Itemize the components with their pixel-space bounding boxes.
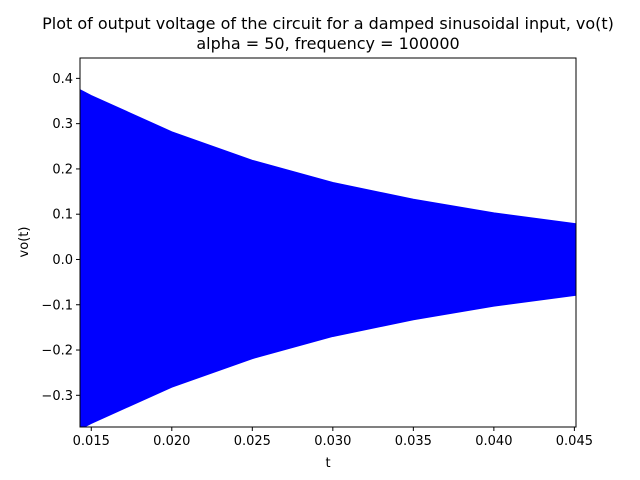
y-tick-label: −0.3: [41, 389, 73, 404]
plot-frame: [79, 57, 577, 428]
chart-title-line1: Plot of output voltage of the circuit fo…: [42, 14, 614, 33]
x-tick-label: 0.040: [475, 434, 512, 449]
x-tick-label: 0.020: [153, 434, 190, 449]
y-tick-label: 0.0: [52, 253, 73, 268]
y-tick-label: −0.2: [41, 344, 73, 359]
x-tick-label: 0.015: [73, 434, 110, 449]
x-tick-label: 0.045: [556, 434, 593, 449]
y-tick-label: 0.2: [52, 162, 73, 177]
x-tick-label: 0.030: [314, 434, 351, 449]
y-axis-label: vo(t): [17, 227, 32, 258]
y-tick-label: 0.1: [52, 208, 73, 223]
y-tick-label: −0.1: [41, 298, 73, 313]
y-tick-label: 0.4: [52, 72, 73, 87]
x-tick-label: 0.025: [234, 434, 271, 449]
plot-area: 0.015 0.020 0.025 0.030 0.035 0.040 0.045 −0.3 −…: [41, 57, 593, 449]
y-tick-label: 0.3: [52, 117, 73, 132]
x-tick-label: 0.035: [395, 434, 432, 449]
chart-title-line2: alpha = 50, frequency = 100000: [196, 34, 459, 53]
x-axis-label: t: [325, 456, 330, 471]
series-0-band: [80, 89, 576, 427]
